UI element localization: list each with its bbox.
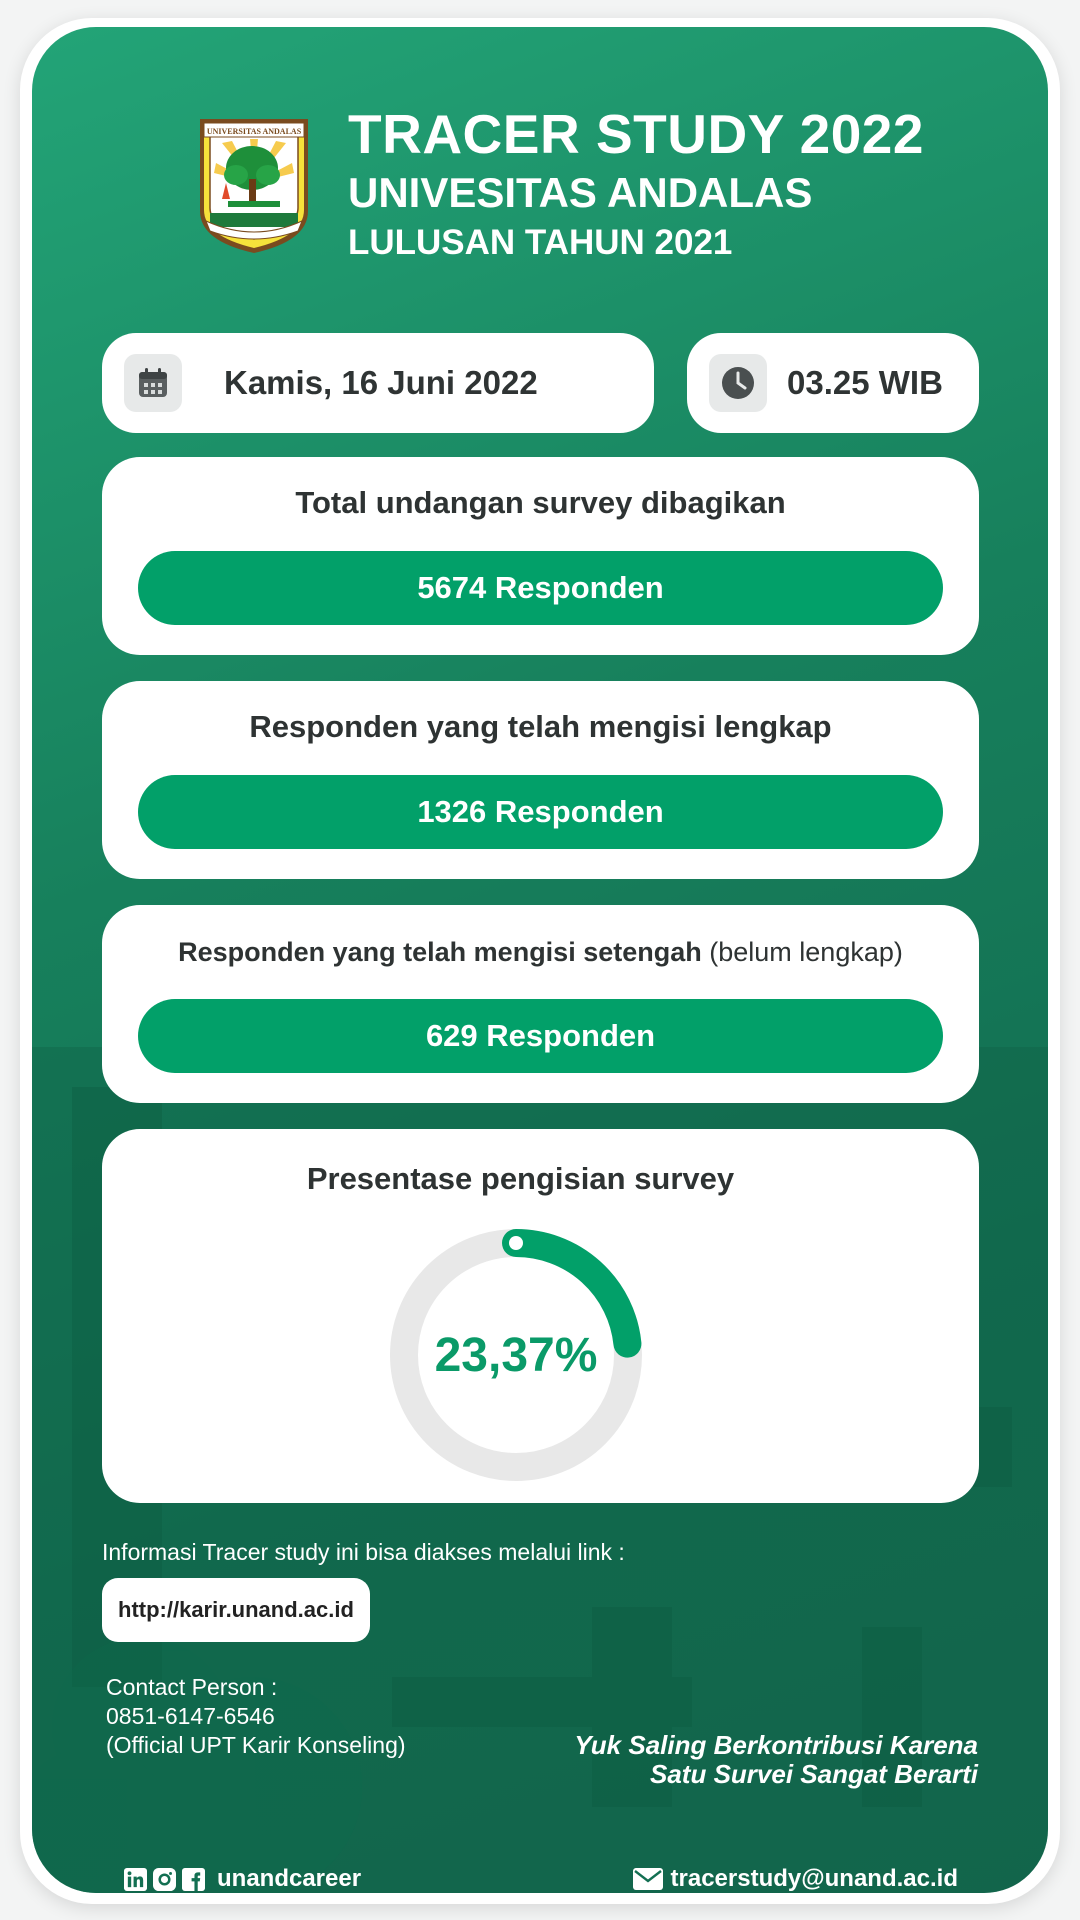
- stat-card-invitations: Total undangan survey dibagikan 5674 Res…: [102, 457, 979, 655]
- stat-value: 5674 Responden: [138, 551, 943, 625]
- time-text: 03.25 WIB: [787, 364, 943, 401]
- info-link[interactable]: http://karir.unand.ac.id: [102, 1578, 370, 1642]
- stat-card-partial: Responden yang telah mengisi setengah (b…: [102, 905, 979, 1103]
- time-chip: 03.25 WIB: [687, 333, 979, 433]
- linkedin-icon[interactable]: [124, 1867, 147, 1891]
- stat-value: 629 Responden: [138, 999, 943, 1073]
- stat-title: Responden yang telah mengisi lengkap: [249, 709, 832, 744]
- progress-card: Presentase pengisian survey 23,37%: [102, 1129, 979, 1503]
- stat-title: Total undangan survey dibagikan: [295, 485, 786, 520]
- facebook-icon[interactable]: [182, 1867, 205, 1891]
- stat-card-complete: Responden yang telah mengisi lengkap 132…: [102, 681, 979, 879]
- stat-value: 1326 Responden: [138, 775, 943, 849]
- mail-icon: [632, 1868, 663, 1890]
- cohort-subtitle: LULUSAN TAHUN 2021: [348, 223, 733, 262]
- contact-block: Contact Person : 0851-6147-6546 (Officia…: [106, 1673, 406, 1760]
- clock-icon: [709, 354, 767, 412]
- social-links: unandcareer: [124, 1865, 361, 1893]
- social-handle[interactable]: unandcareer: [217, 1865, 362, 1892]
- stat-title-note: (belum lengkap): [709, 937, 903, 967]
- progress-title: Presentase pengisian survey: [306, 1161, 735, 1196]
- gauge-start-dot: [509, 1236, 523, 1250]
- page-title: TRACER STUDY 2022: [348, 103, 924, 165]
- info-text: Informasi Tracer study ini bisa diakses …: [102, 1539, 625, 1565]
- contact-phone: 0851-6147-6546: [106, 1703, 275, 1729]
- date-text: Kamis, 16 Juni 2022: [224, 364, 538, 401]
- slogan-line-1: Yuk Saling Berkontribusi Karena: [574, 1730, 978, 1760]
- email-contact: tracerstudy@unand.ac.id: [632, 1865, 958, 1893]
- date-chip: Kamis, 16 Juni 2022: [102, 333, 654, 433]
- calendar-icon: [124, 354, 182, 412]
- stat-title: Responden yang telah mengisi setengah (b…: [102, 937, 979, 968]
- contact-label: Contact Person :: [106, 1674, 278, 1700]
- logo-text: UNIVERSITAS ANDALAS: [207, 127, 302, 136]
- email-address[interactable]: tracerstudy@unand.ac.id: [670, 1865, 958, 1892]
- stat-title-main: Responden yang telah mengisi setengah: [178, 937, 702, 967]
- university-name: UNIVESITAS ANDALAS: [348, 169, 813, 216]
- contact-org: (Official UPT Karir Konseling): [106, 1732, 406, 1758]
- university-logo: UNIVERSITAS ANDALAS: [200, 119, 308, 253]
- instagram-icon[interactable]: [153, 1867, 176, 1891]
- slogan-line-2: Satu Survei Sangat Berarti: [650, 1759, 978, 1789]
- progress-percentage: 23,37%: [434, 1328, 598, 1382]
- progress-gauge: [390, 1229, 642, 1481]
- poster-panel: UNIVERSITAS ANDALAS TRACER STUDY 2022 UN…: [32, 27, 1048, 1893]
- slogan: Yuk Saling Berkontribusi Karena Satu Sur…: [574, 1731, 978, 1789]
